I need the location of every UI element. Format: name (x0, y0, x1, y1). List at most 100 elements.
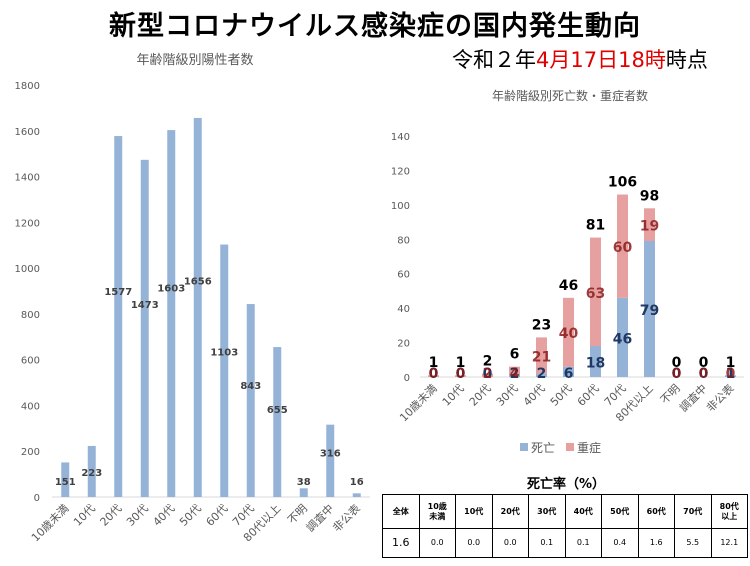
mortality-value-cell: 0.1 (528, 528, 566, 558)
total-label: 0 (672, 355, 682, 371)
death-label: 79 (640, 303, 659, 319)
x-tick-label: 40代 (521, 382, 548, 409)
legend-label-death: 死亡 (531, 441, 555, 455)
y-tick-label: 60 (397, 270, 410, 281)
total-label: 1 (726, 355, 736, 371)
bar-severe (482, 373, 493, 377)
legend-label-severe: 重症 (577, 440, 601, 455)
mortality-rate-table: 全体 10歳 未満 10代 20代 30代 40代 50代 60代 70代 80代 以上 1.6 0.0… (382, 494, 748, 558)
data-label: 1473 (131, 300, 159, 311)
timestamp: 令和２年4月17日18時時点 (452, 44, 708, 74)
bar-severe (536, 337, 547, 374)
x-tick-label: 50代 (177, 502, 204, 529)
x-tick-label: 30代 (124, 502, 151, 529)
total-label: 46 (559, 278, 578, 294)
bar (326, 424, 335, 497)
positive-cases-chart: 年齢階級別陽性者数 0 200 400 600 800 1000 1200 1400 1600 18… (15, 53, 370, 544)
mortality-value-cell: 1.6 (637, 528, 675, 558)
mortality-col-header: 50代 (601, 494, 639, 529)
severe-label: 0 (429, 366, 439, 382)
total-label: 6 (510, 347, 520, 363)
bar (140, 159, 149, 497)
y-tick-label: 1800 (15, 81, 40, 92)
y-tick-label: 600 (21, 356, 40, 367)
severe-label: 21 (532, 349, 551, 365)
data-label: 1577 (104, 287, 132, 298)
y-tick-label: 40 (397, 304, 410, 315)
x-tick-label: 10代 (71, 502, 98, 529)
mortality-value-cell: 0.1 (564, 528, 602, 558)
x-tick-label: 調査中 (303, 501, 336, 534)
mortality-col-header: 40代 (564, 494, 602, 529)
death-label: 0 (456, 366, 466, 382)
total-label: 1 (429, 355, 439, 371)
bar (87, 445, 96, 497)
death-label: 18 (586, 356, 605, 372)
bar (220, 244, 229, 497)
x-tick-label: 50代 (548, 382, 575, 409)
bar-severe (509, 366, 520, 374)
y-tick-label: 80 (397, 235, 410, 246)
mortality-value-cell: 0.0 (455, 528, 493, 558)
y-tick-label: 140 (391, 132, 410, 143)
bar-death (563, 366, 574, 377)
y-tick-label: 0 (404, 373, 410, 384)
mortality-col-header: 20代 (491, 494, 529, 529)
death-label: 6 (564, 366, 574, 382)
total-label: 0 (699, 355, 709, 371)
death-label: 46 (613, 331, 632, 347)
y-tick-label: 800 (21, 310, 40, 321)
timestamp-prefix: 令和２年 (452, 48, 536, 72)
timestamp-month: 4月17日 (536, 48, 619, 72)
bar-severe (644, 208, 655, 242)
bar-death (536, 373, 547, 377)
timestamp-hour: 18時 (618, 48, 666, 72)
total-label: 106 (608, 175, 637, 191)
mortality-value-cell: 12.1 (710, 528, 748, 558)
bar (114, 136, 123, 497)
bar (61, 462, 70, 497)
severe-label: 40 (559, 326, 579, 342)
x-tick-label: 20代 (467, 382, 494, 409)
x-tick-label: 30代 (494, 382, 521, 409)
death-label: 0 (483, 366, 493, 382)
data-label: 1656 (184, 277, 212, 288)
mortality-value-cell: 0.4 (601, 528, 639, 558)
bar-severe (563, 297, 574, 367)
severe-label: 0 (699, 366, 709, 382)
total-label: 23 (532, 317, 551, 333)
y-tick-label: 1400 (15, 173, 40, 184)
mortality-value-cell: 5.5 (674, 528, 712, 558)
death-label: 2 (510, 366, 520, 382)
y-tick-label: 200 (21, 447, 40, 458)
severe-label: 0 (726, 366, 736, 382)
data-label: 655 (267, 405, 288, 416)
death-label: 0 (672, 366, 682, 382)
chart-title: 年齢階級別死亡数・重症者数 (492, 88, 648, 103)
total-label: 2 (483, 354, 493, 370)
bar-death (590, 346, 601, 377)
y-tick-label: 400 (21, 401, 40, 412)
data-label: 151 (55, 477, 76, 488)
mortality-table-title: 死亡率（%） (526, 477, 606, 492)
mortality-value-cell: 0.0 (418, 528, 456, 558)
bar-death (644, 241, 655, 377)
x-tick-label: 40代 (151, 502, 178, 529)
y-tick-label: 20 (397, 339, 410, 350)
total-label: 1 (456, 355, 466, 371)
y-tick-label: 0 (34, 493, 40, 504)
bar (167, 130, 176, 497)
death-label: 0 (429, 366, 439, 382)
x-tick-label: 20代 (98, 502, 125, 529)
data-label: 316 (320, 448, 341, 459)
deaths-severe-chart: 年齢階級別死亡数・重症者数02040608010012014000110歳未満0… (391, 88, 744, 455)
bar-death (509, 373, 520, 377)
death-label: 1 (726, 366, 736, 382)
x-tick-label: 10代 (440, 382, 467, 409)
severe-label: 0 (672, 366, 682, 382)
bar (273, 347, 282, 497)
mortality-col-header: 80代 以上 (710, 494, 748, 529)
legend-swatch-death (520, 443, 528, 451)
mortality-value-cell: 0.0 (491, 528, 529, 558)
mortality-col-header: 60代 (637, 494, 675, 529)
